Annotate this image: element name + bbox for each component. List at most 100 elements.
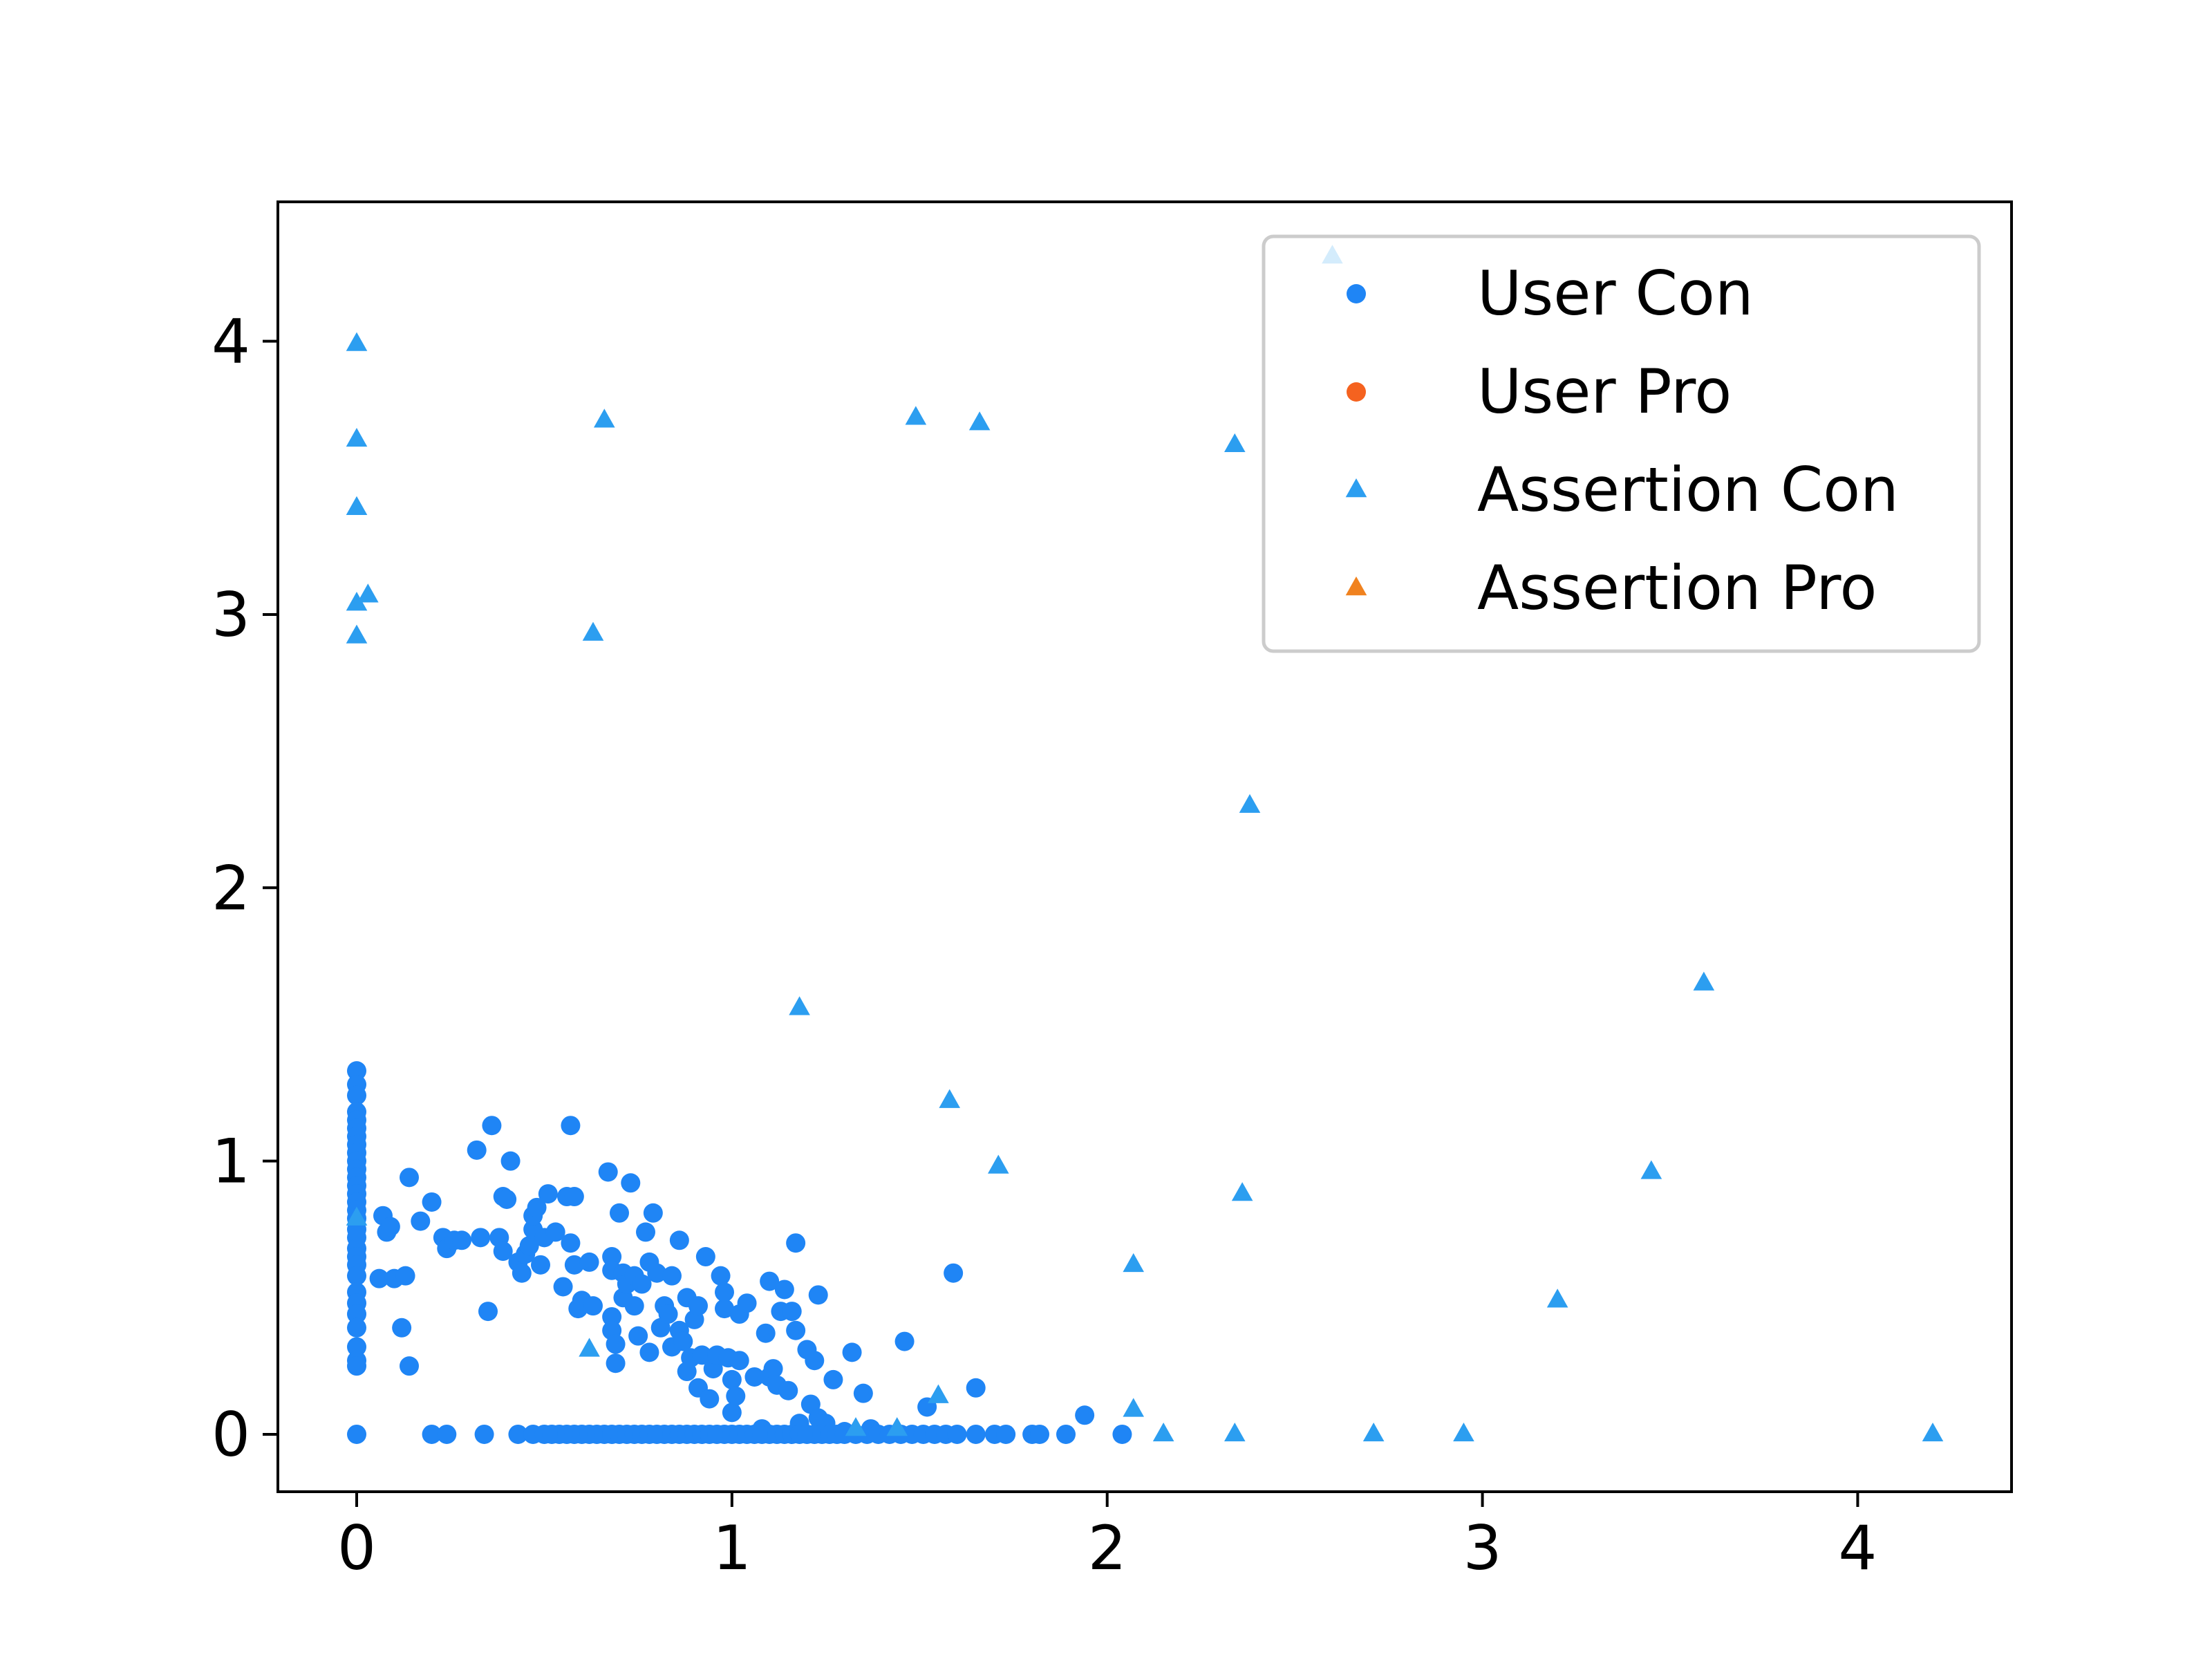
user-con-point-83: [610, 1203, 629, 1223]
legend-marker-assertion-pro: [1345, 577, 1367, 596]
legend-label-user-pro: User Pro: [1477, 356, 1732, 427]
assertion-con-point-15: [939, 1089, 961, 1108]
assertion-con-point-21: [1224, 433, 1246, 453]
user-con-point-34: [369, 1268, 389, 1288]
user-con-point-214: [996, 1424, 1016, 1444]
y-tick-label-1: 1: [212, 1126, 250, 1197]
user-con-point-142: [805, 1351, 825, 1371]
assertion-con-point-14: [928, 1384, 949, 1403]
user-con-point-126: [744, 1367, 765, 1387]
user-con-point-146: [823, 1369, 843, 1389]
assertion-con-point-31: [1922, 1422, 1944, 1442]
user-con-point-143: [808, 1285, 828, 1305]
user-con-point-153: [944, 1263, 964, 1283]
assertion-con-point-19: [1123, 1398, 1145, 1417]
user-con-point-38: [400, 1356, 419, 1376]
assertion-con-point-7: [582, 621, 604, 641]
user-con-point-22: [347, 1266, 366, 1286]
assertion-con-point-28: [1546, 1288, 1568, 1308]
user-con-point-156: [422, 1424, 442, 1444]
user-con-point-66: [553, 1277, 573, 1297]
user-con-point-56: [512, 1263, 532, 1283]
user-con-point-0: [347, 1061, 366, 1081]
user-con-point-131: [763, 1359, 783, 1379]
user-con-point-87: [621, 1173, 641, 1193]
assertion-con-point-11: [845, 1417, 867, 1436]
user-con-point-109: [688, 1296, 708, 1316]
user-con-point-48: [482, 1116, 502, 1136]
user-con-point-27: [347, 1337, 366, 1357]
assertion-con-point-4: [357, 583, 379, 603]
user-con-point-93: [639, 1342, 659, 1362]
user-con-point-136: [782, 1302, 802, 1322]
user-con-point-69: [564, 1187, 584, 1207]
user-con-point-95: [643, 1203, 663, 1223]
user-con-point-81: [606, 1334, 626, 1354]
assertion-con-point-30: [1693, 971, 1715, 991]
user-con-point-90: [628, 1326, 648, 1346]
user-con-point-112: [695, 1247, 715, 1267]
assertion-con-point-27: [1453, 1422, 1474, 1442]
user-con-point-70: [564, 1255, 584, 1275]
user-con-point-74: [583, 1296, 603, 1316]
user-con-point-39: [400, 1168, 419, 1188]
user-con-point-92: [636, 1222, 655, 1242]
y-tick-label-0: 0: [212, 1399, 250, 1470]
user-con-point-159: [508, 1424, 528, 1444]
user-con-point-51: [493, 1241, 513, 1262]
user-con-point-33: [380, 1217, 400, 1237]
user-con-point-134: [774, 1280, 794, 1300]
user-con-point-100: [662, 1266, 682, 1286]
assertion-con-point-2: [346, 496, 368, 515]
assertion-con-point-20: [1152, 1422, 1174, 1442]
user-con-point-40: [411, 1211, 431, 1231]
assertion-con-point-12: [886, 1417, 908, 1436]
user-con-point-58: [519, 1236, 539, 1256]
user-con-point-29: [347, 1356, 366, 1376]
legend-marker-assertion-con: [1345, 478, 1367, 498]
assertion-con-point-1: [346, 427, 368, 447]
y-axis-ticks: 0 1 2 3 4: [212, 306, 278, 1470]
user-con-point-77: [602, 1247, 622, 1267]
assertion-con-point-6: [346, 1206, 368, 1226]
y-tick-label-2: 2: [212, 852, 250, 924]
user-con-point-79: [602, 1306, 622, 1327]
user-con-point-45: [452, 1230, 471, 1250]
user-con-point-46: [467, 1140, 487, 1160]
user-con-point-120: [722, 1369, 742, 1389]
x-tick-label-4: 4: [1838, 1512, 1877, 1584]
user-con-point-54: [500, 1151, 521, 1171]
user-con-point-218: [1112, 1424, 1132, 1444]
legend-label-user-con: User Con: [1477, 258, 1754, 329]
user-con-point-99: [658, 1304, 678, 1324]
y-tick-label-4: 4: [212, 306, 250, 377]
assertion-con-point-9: [579, 1338, 600, 1357]
user-con-point-53: [497, 1189, 517, 1209]
user-con-point-129: [760, 1271, 780, 1291]
assertion-con-point-13: [905, 406, 927, 425]
user-con-point-82: [606, 1353, 626, 1374]
assertion-con-point-0: [346, 332, 368, 351]
user-con-point-122: [726, 1386, 746, 1406]
user-con-point-73: [579, 1252, 599, 1272]
user-con-point-30: [347, 1424, 366, 1444]
user-con-point-88: [624, 1296, 644, 1316]
assertion-con-point-29: [1640, 1160, 1662, 1179]
plot-frame: [276, 200, 2013, 1493]
user-con-point-217: [1056, 1424, 1076, 1444]
user-con-point-212: [966, 1424, 986, 1444]
user-con-point-123: [729, 1351, 749, 1371]
assertion-con-point-10: [789, 996, 810, 1015]
user-con-point-68: [561, 1233, 581, 1253]
user-con-point-64: [538, 1184, 558, 1204]
data-points: [346, 245, 1944, 1444]
assertion-con-point-22: [1224, 1422, 1246, 1442]
assertion-con-point-5: [346, 624, 368, 644]
assertion-con-point-18: [1123, 1253, 1145, 1273]
user-con-point-62: [531, 1255, 550, 1275]
x-tick-label-0: 0: [337, 1512, 376, 1584]
user-con-point-96: [647, 1263, 667, 1283]
user-con-point-25: [347, 1304, 366, 1324]
user-con-point-41: [422, 1192, 442, 1212]
user-con-point-158: [474, 1424, 494, 1444]
